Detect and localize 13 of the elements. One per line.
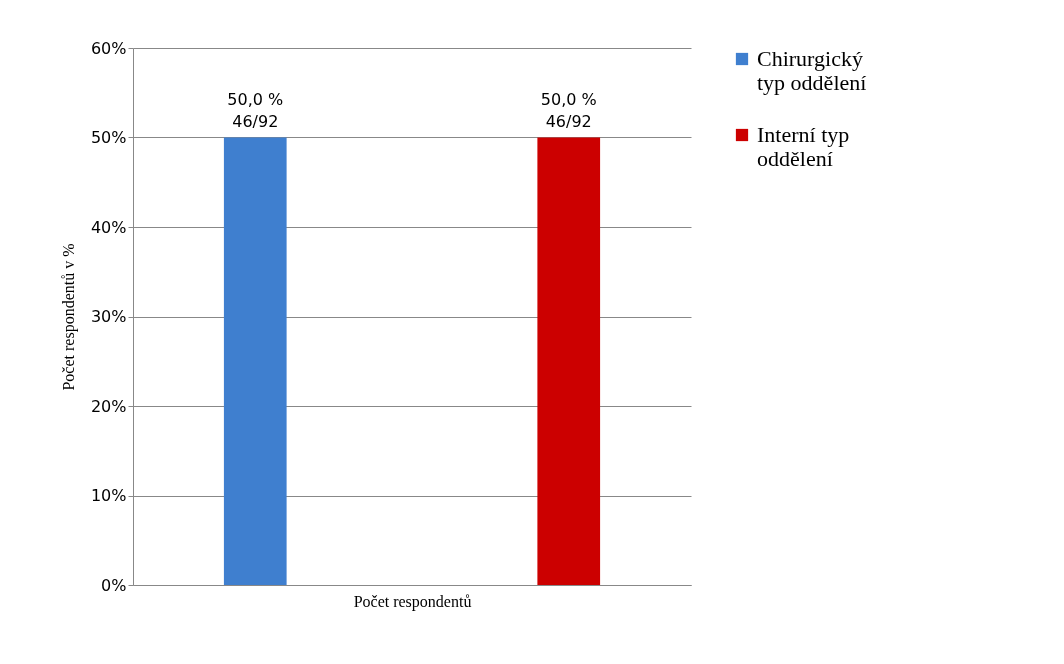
y-tick-label: 30% — [90, 307, 127, 326]
data-label: 50,0 % 46/92 — [540, 89, 597, 131]
y-tick-label: 20% — [90, 396, 127, 416]
x-axis-title: Počet respondentů — [353, 592, 472, 611]
legend-label: Interní typ oddělení — [757, 122, 850, 171]
y-tick-label: 10% — [90, 486, 127, 505]
y-tick-label: 40% — [90, 217, 127, 237]
y-tick-label: 60% — [90, 38, 127, 58]
data-label: 50,0 % 46/92 — [227, 89, 284, 131]
y-tick-label: 0% — [101, 575, 127, 595]
legend-label: Chirurgický typ oddělení — [757, 46, 867, 95]
y-tick-label: 50% — [90, 128, 127, 147]
y-axis-title: Počet respondentů v % — [59, 243, 78, 391]
